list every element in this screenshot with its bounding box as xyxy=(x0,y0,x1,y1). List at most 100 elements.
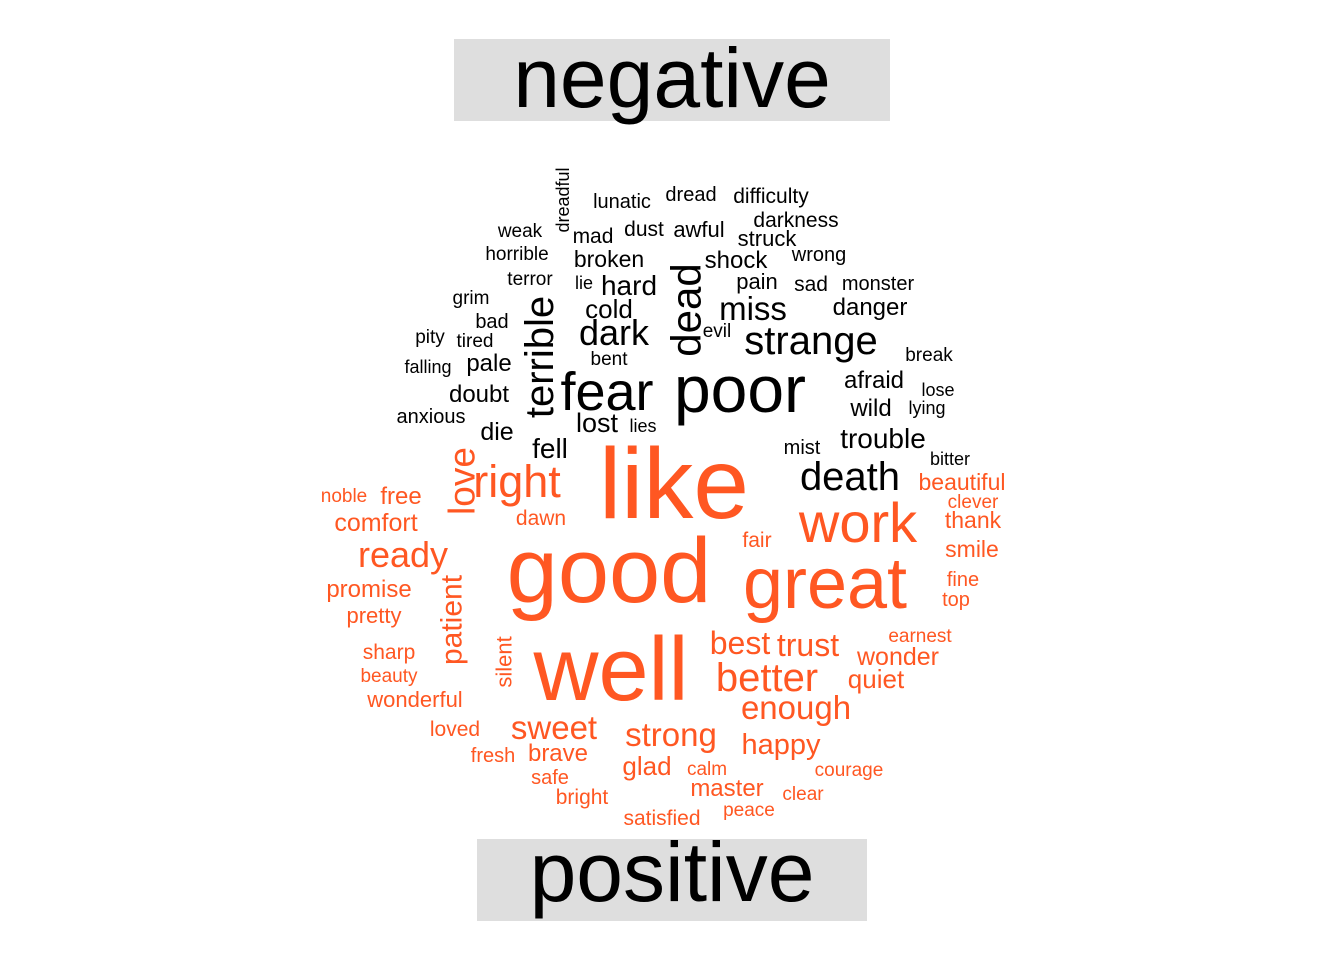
word-positive-work: work xyxy=(798,491,918,554)
word-positive-glad: glad xyxy=(622,751,671,781)
word-positive-courage: courage xyxy=(815,760,884,781)
word-negative-pale: pale xyxy=(466,350,511,377)
word-negative-dread: dread xyxy=(665,184,716,206)
negative-label-box xyxy=(454,39,890,121)
word-negative-shock: shock xyxy=(705,247,769,274)
word-negative-die: die xyxy=(480,418,513,446)
word-positive-fair: fair xyxy=(742,529,771,552)
word-negative-dust: dust xyxy=(624,218,664,241)
word-negative-grim: grim xyxy=(453,288,490,309)
positive-label-box xyxy=(477,839,867,921)
word-negative-lose: lose xyxy=(921,380,954,400)
word-negative-dreadful: dreadful xyxy=(553,167,573,232)
word-positive-wonder: wonder xyxy=(856,643,939,671)
word-negative-horrible: horrible xyxy=(485,244,548,265)
word-positive-dawn: dawn xyxy=(516,507,566,530)
word-positive-strong: strong xyxy=(625,716,717,753)
negative-label: negative xyxy=(454,31,890,125)
word-positive-free: free xyxy=(380,483,421,510)
word-negative-lost: lost xyxy=(576,408,619,438)
word-negative-wild: wild xyxy=(849,395,891,422)
word-positive-great: great xyxy=(743,544,907,624)
word-negative-wrong: wrong xyxy=(791,244,846,266)
word-positive-beautiful: beautiful xyxy=(919,469,1006,495)
word-negative-difficulty: difficulty xyxy=(733,185,809,208)
word-positive-thank: thank xyxy=(945,507,1002,533)
word-negative-doubt: doubt xyxy=(449,381,509,408)
word-positive-fresh: fresh xyxy=(471,745,515,767)
word-positive-clever: clever xyxy=(948,492,999,513)
word-positive-safe: safe xyxy=(531,767,569,789)
word-positive-pretty: pretty xyxy=(346,603,401,628)
word-positive-promise: promise xyxy=(326,576,411,603)
word-positive-brave: brave xyxy=(528,740,588,767)
word-negative-afraid: afraid xyxy=(844,367,904,394)
word-positive-peace: peace xyxy=(723,800,775,821)
word-negative-bitter: bitter xyxy=(930,449,970,469)
word-negative-awful: awful xyxy=(673,217,724,242)
word-negative-lie: lie xyxy=(575,273,593,293)
word-positive-calm: calm xyxy=(687,759,727,780)
word-positive-ready: ready xyxy=(358,534,448,575)
word-positive-master: master xyxy=(690,775,763,802)
word-negative-falling: falling xyxy=(404,357,451,377)
word-negative-monster: monster xyxy=(842,273,915,295)
word-negative-lunatic: lunatic xyxy=(593,191,651,213)
word-positive-bright: bright xyxy=(556,786,609,809)
word-positive-fine: fine xyxy=(947,569,979,591)
word-positive-right: right xyxy=(473,456,561,507)
word-positive-sweet: sweet xyxy=(511,709,597,746)
word-negative-pain: pain xyxy=(736,269,778,294)
word-negative-weak: weak xyxy=(497,221,543,242)
word-positive-quiet: quiet xyxy=(848,664,905,694)
word-positive-patient: patient xyxy=(436,574,469,665)
word-negative-death: death xyxy=(800,455,900,499)
negative-label-text: negative xyxy=(513,31,831,125)
word-negative-struck: struck xyxy=(738,226,798,251)
word-positive-better: better xyxy=(716,656,818,700)
word-negative-mist: mist xyxy=(784,437,821,459)
word-negative-trouble: trouble xyxy=(840,423,926,454)
word-negative-dead: dead xyxy=(663,263,710,356)
word-negative-pity: pity xyxy=(415,327,445,348)
word-negative-hard: hard xyxy=(601,270,657,301)
word-negative-anxious: anxious xyxy=(397,406,466,428)
word-positive-like: like xyxy=(599,428,749,540)
positive-label: positive xyxy=(477,825,867,921)
word-positive-silent: silent xyxy=(492,636,517,687)
word-positive-happy: happy xyxy=(741,729,821,761)
word-positive-comfort: comfort xyxy=(334,509,417,537)
word-negative-bad: bad xyxy=(475,311,508,333)
word-positive-loved: loved xyxy=(430,718,480,741)
word-negative-break: break xyxy=(905,345,953,366)
word-positive-smile: smile xyxy=(945,536,999,562)
word-positive-beauty: beauty xyxy=(360,666,418,687)
word-positive-noble: noble xyxy=(321,486,368,507)
word-positive-trust: trust xyxy=(777,627,839,663)
word-negative-terror: terror xyxy=(507,269,553,290)
word-negative-lies: lies xyxy=(629,416,656,436)
word-negative-danger: danger xyxy=(833,294,908,321)
word-positive-well: well xyxy=(532,620,688,720)
word-negative-terrible: terrible xyxy=(518,296,562,418)
word-negative-fear: fear xyxy=(560,362,653,422)
word-negative-dark: dark xyxy=(579,312,650,353)
word-negative-strange: strange xyxy=(744,319,877,363)
word-negative-miss: miss xyxy=(719,290,787,327)
word-negative-darkness: darkness xyxy=(753,209,838,232)
word-negative-fell: fell xyxy=(532,433,568,464)
word-negative-tired: tired xyxy=(457,331,494,352)
word-negative-bent: bent xyxy=(591,349,629,370)
word-negative-mad: mad xyxy=(573,225,614,248)
positive-label-text: positive xyxy=(530,825,815,919)
word-positive-satisfied: satisfied xyxy=(623,807,700,830)
word-negative-lying: lying xyxy=(908,398,945,418)
word-negative-poor: poor xyxy=(674,352,806,426)
word-negative-evil: evil xyxy=(703,321,732,342)
word-positive-best: best xyxy=(710,625,771,661)
word-positive-clear: clear xyxy=(782,784,824,805)
word-negative-cold: cold xyxy=(585,294,633,324)
word-positive-enough: enough xyxy=(741,689,851,726)
